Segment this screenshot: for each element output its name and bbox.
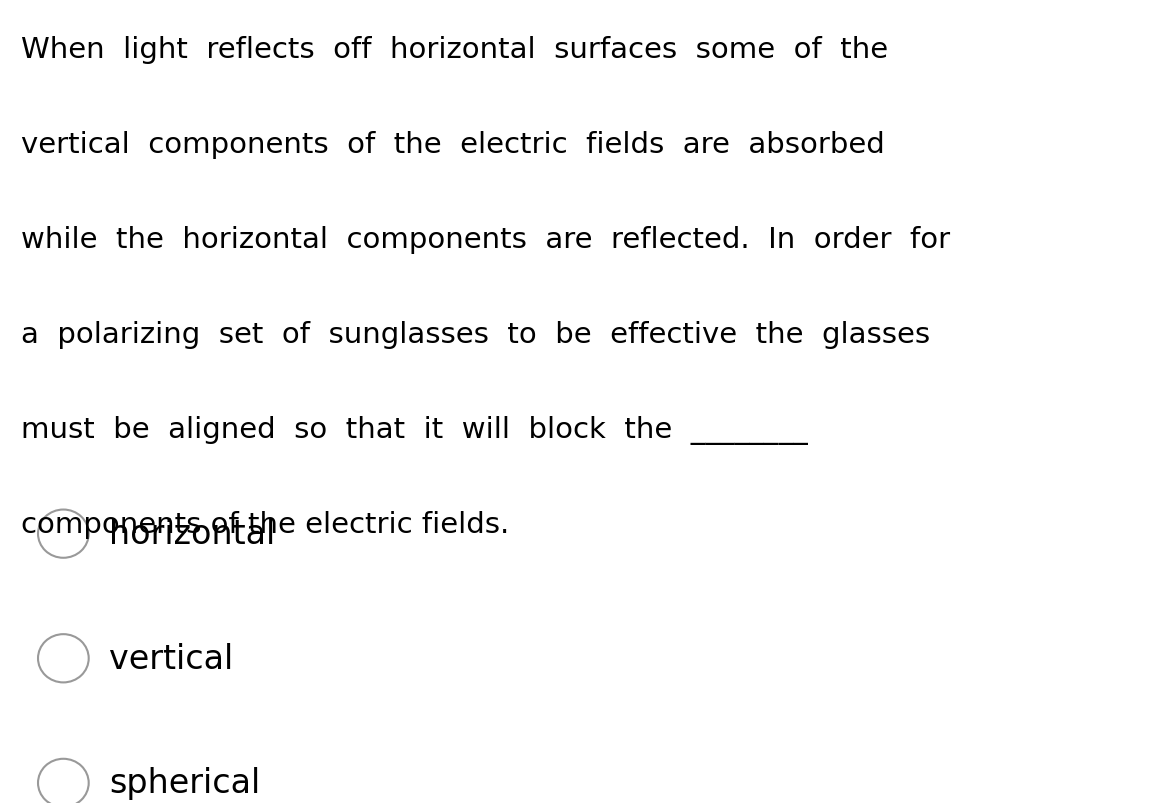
Text: vertical  components  of  the  electric  fields  are  absorbed: vertical components of the electric fiel… <box>21 131 885 159</box>
Text: components of the electric fields.: components of the electric fields. <box>21 510 509 538</box>
Text: vertical: vertical <box>109 642 234 675</box>
Text: horizontal: horizontal <box>109 517 275 551</box>
Text: while  the  horizontal  components  are  reflected.  In  order  for: while the horizontal components are refl… <box>21 226 950 254</box>
Text: must  be  aligned  so  that  it  will  block  the  ________: must be aligned so that it will block th… <box>21 415 808 444</box>
Text: a  polarizing  set  of  sunglasses  to  be  effective  the  glasses: a polarizing set of sunglasses to be eff… <box>21 320 930 349</box>
Text: When  light  reflects  off  horizontal  surfaces  some  of  the: When light reflects off horizontal surfa… <box>21 36 888 64</box>
Text: spherical: spherical <box>109 766 260 800</box>
